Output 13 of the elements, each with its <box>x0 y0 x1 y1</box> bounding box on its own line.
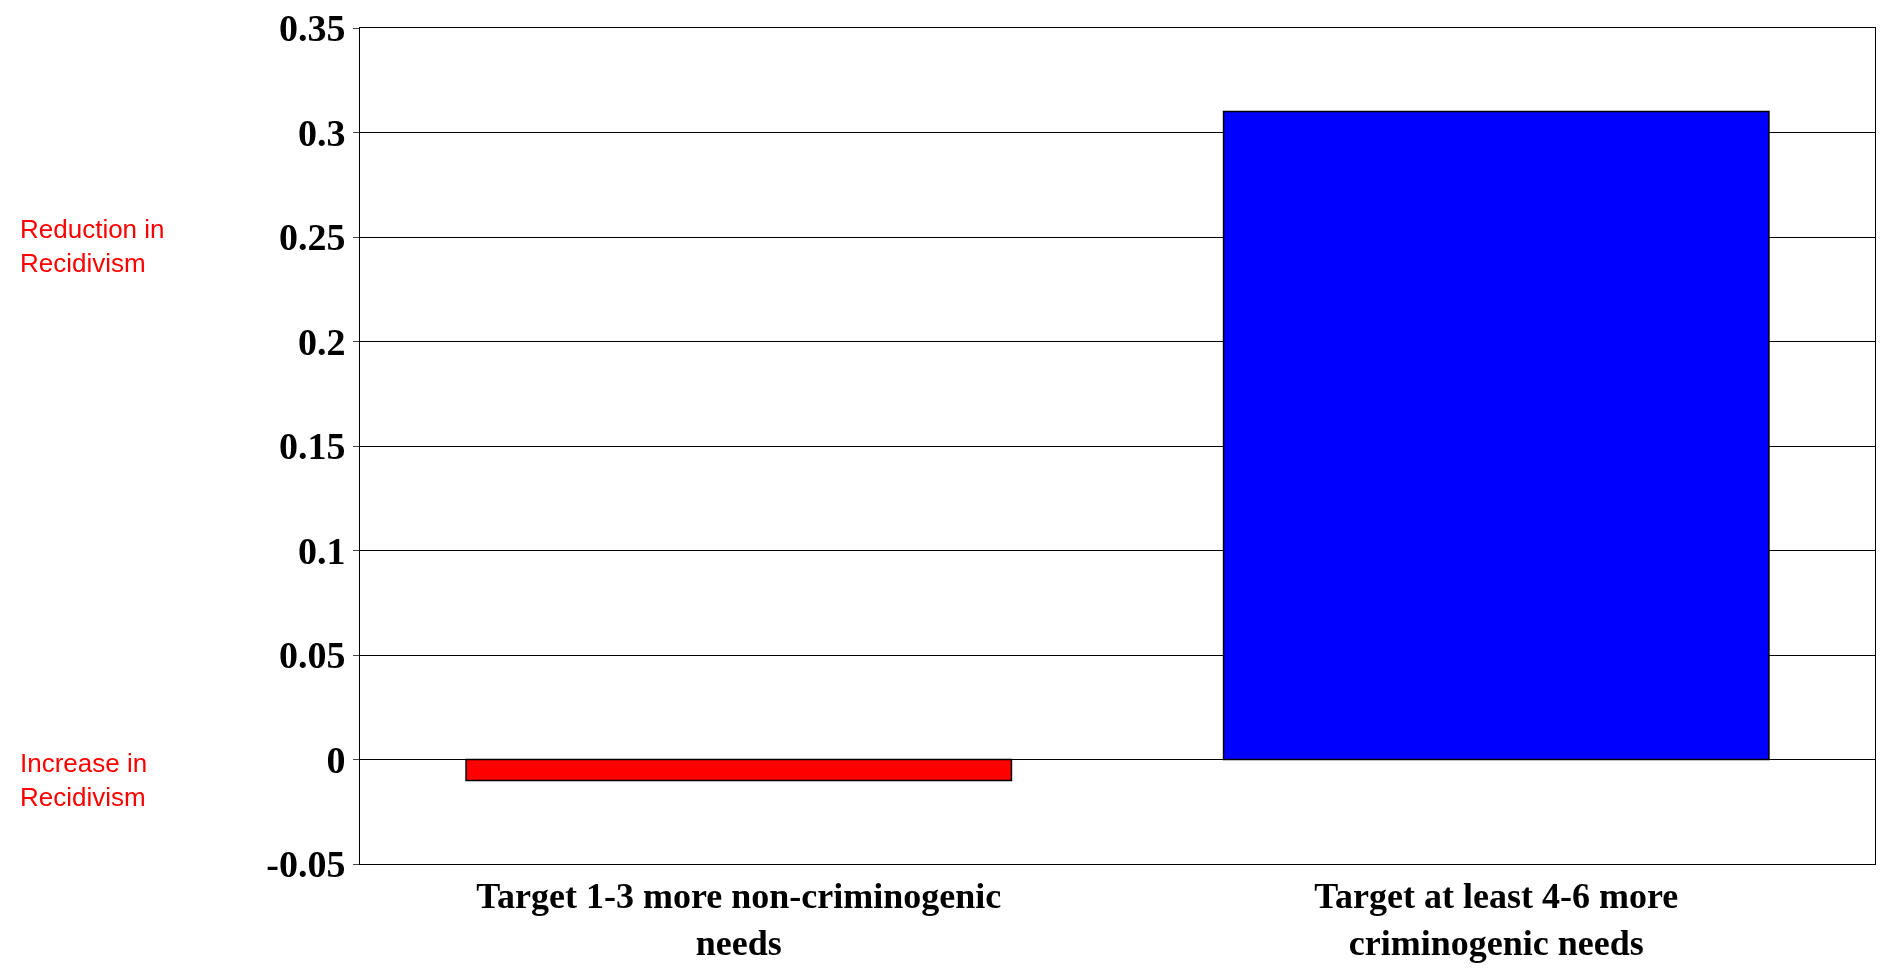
text: Increase in Recidivism <box>20 748 148 812</box>
x-tick-label: Target at least 4-6 more criminogenic needs <box>1314 876 1679 963</box>
y-tick-label: 0 <box>326 738 346 781</box>
text: Reduction in Recidivism <box>20 214 165 278</box>
y-tick-label: 0.15 <box>278 425 346 468</box>
y-tick-label: 0.35 <box>278 7 346 50</box>
y-tick-label: -0.05 <box>266 843 346 886</box>
y-tick-label: 0.1 <box>297 529 346 572</box>
y-tick-label: 0.05 <box>278 634 346 677</box>
y-tick-label: 0.25 <box>278 216 346 259</box>
x-tick-label: Target 1-3 more non-criminogenic needs <box>476 876 1002 963</box>
y-tick-label: 0.2 <box>297 320 346 363</box>
y-tick-label: 0.3 <box>297 111 346 154</box>
